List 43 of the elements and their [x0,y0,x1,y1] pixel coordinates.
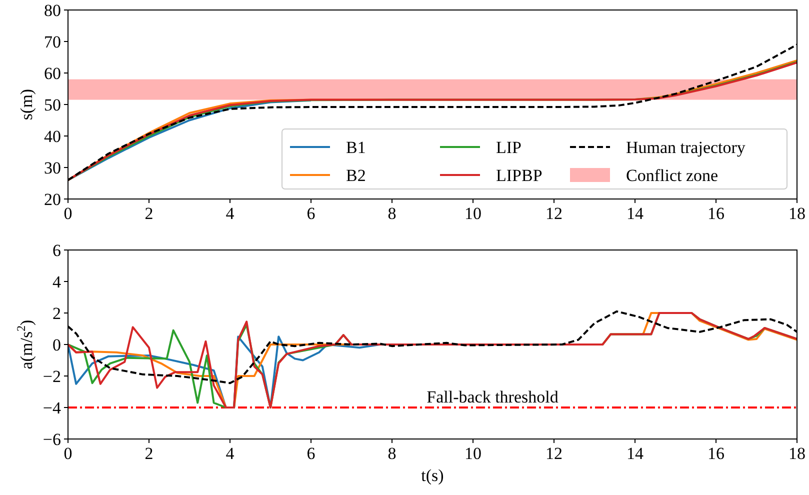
x-tick-label: 2 [144,444,154,463]
y-tick-label: 60 [44,64,61,83]
y-tick-label: 80 [44,1,61,20]
x-tick-label: 8 [388,204,396,223]
y-tick-label: 70 [44,32,61,52]
x-tick-label: 12 [546,204,562,223]
legend-label: LIPBP [496,166,542,185]
y-tick-label: 0 [52,336,61,354]
y-tick-label: 30 [44,158,61,178]
x-tick-label: 4 [226,444,235,463]
y-tick-label: 20 [44,190,61,209]
line-series [68,99,312,182]
y-tick-label: 40 [44,127,61,146]
y-tick-label: 2 [52,304,61,323]
y-tick-label: −2 [42,367,61,386]
y-tick-label: −6 [42,430,61,449]
y-axis-title: s(m) [17,88,36,120]
x-tick-label: 8 [388,444,396,463]
x-tick-label: 14 [626,204,644,223]
legend-label: Conflict zone [626,166,718,185]
legend-label: B1 [346,138,366,157]
y-tick-label: −4 [42,398,62,418]
x-tick-label: 2 [144,204,154,223]
x-tick-label: 4 [226,204,235,223]
y-tick-label: 50 [44,96,61,114]
legend-label: Human trajectory [626,138,746,157]
x-tick-label: 10 [464,444,482,463]
ref-line-label: Fall-back threshold [426,388,559,406]
legend-label: B2 [346,166,366,185]
x-tick-label: 12 [546,444,562,463]
x-tick-label: 14 [626,444,644,463]
x-tick-label: 16 [708,204,724,223]
y-tick-label: 6 [52,241,61,260]
x-tick-label: 10 [464,204,482,223]
x-tick-label: 18 [788,204,806,223]
line-series [68,312,797,408]
x-tick-label: 6 [306,444,316,463]
y-tick-label: 4 [52,272,62,292]
x-tick-label: 18 [788,444,806,463]
legend-label: LIP [496,138,522,157]
x-tick-label: 6 [306,204,316,223]
x-tick-label: 16 [708,444,724,463]
x-axis-title: t(s) [421,466,444,485]
